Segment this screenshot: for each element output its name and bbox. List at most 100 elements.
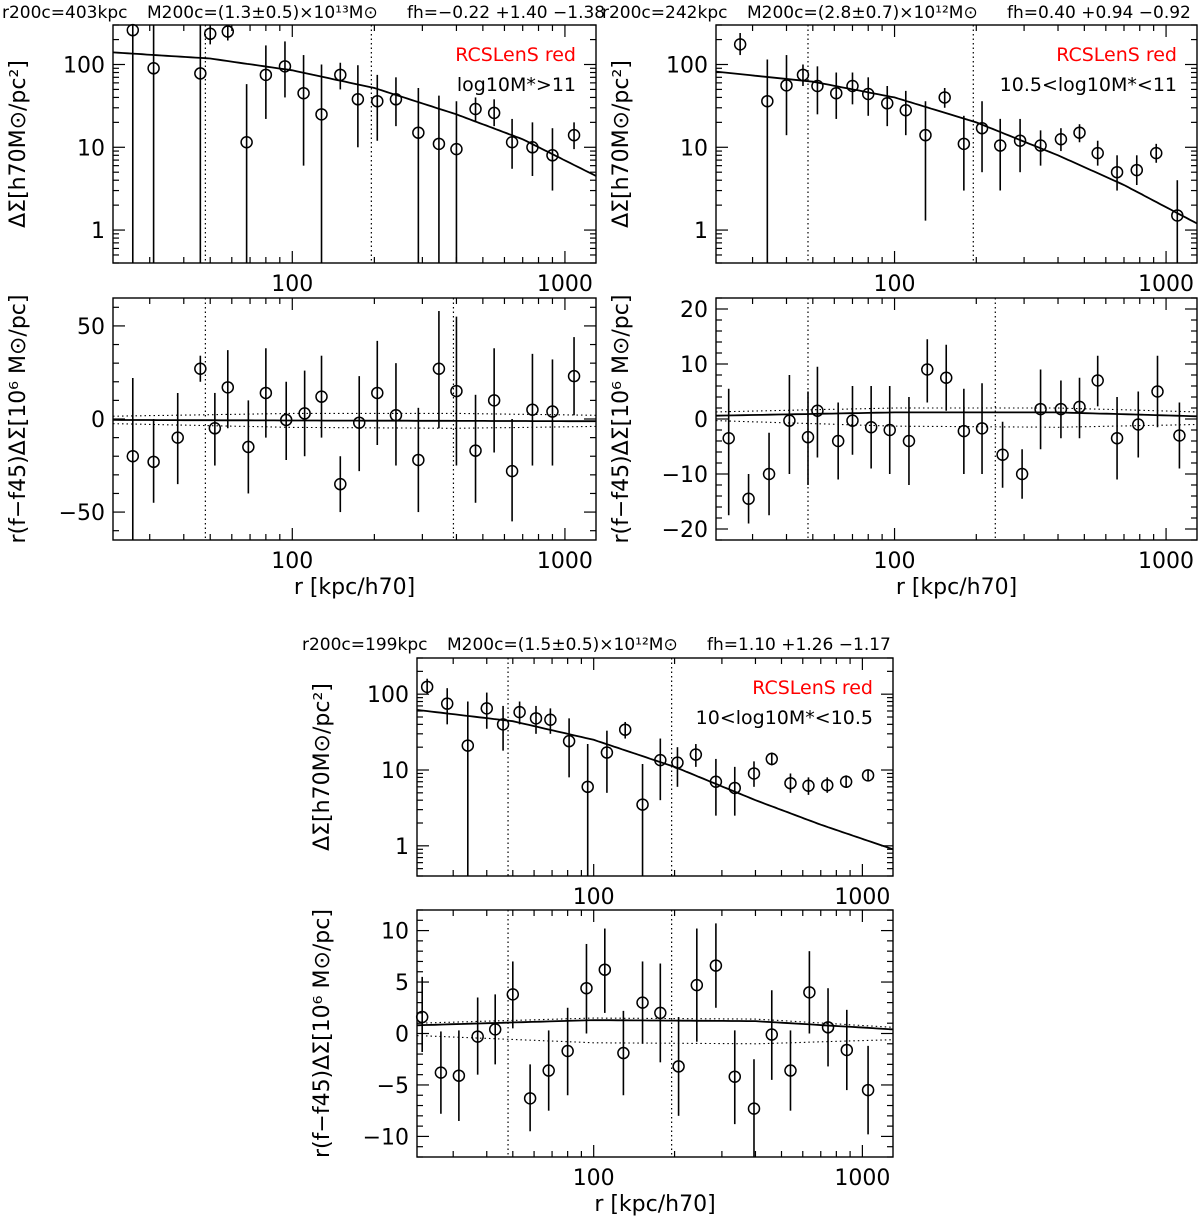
data-point	[600, 746, 614, 759]
data-point	[461, 739, 475, 752]
y-tick-label: 50	[77, 315, 105, 340]
data-point	[784, 776, 797, 790]
data-point	[880, 97, 894, 110]
data-point	[412, 126, 425, 139]
data-point	[803, 986, 816, 999]
x-tick-label: 100	[573, 1166, 615, 1191]
data-point	[617, 1046, 630, 1060]
survey-label: RCSLenS red	[1056, 44, 1177, 66]
survey-label: RCSLenS red	[455, 44, 576, 66]
data-point	[689, 748, 703, 761]
data-point	[654, 753, 667, 767]
data-point	[957, 137, 971, 151]
data-point	[1073, 400, 1086, 414]
data-point	[469, 444, 482, 457]
y-axis-label-bottom: r(f−f45)ΔΣ[10⁶ M⊙/pc]	[6, 295, 31, 544]
data-point	[747, 1102, 761, 1115]
data-point	[562, 734, 576, 748]
data-point	[371, 386, 384, 400]
data-point	[742, 492, 755, 505]
data-point	[820, 778, 834, 792]
data-point	[861, 769, 875, 782]
data-point	[450, 142, 463, 156]
y-tick-label: 1	[395, 835, 409, 860]
data-point	[1110, 432, 1124, 445]
data-point	[147, 455, 160, 469]
stellar-mass-bin-label: log10M*>11	[457, 74, 576, 96]
data-point	[1091, 146, 1104, 160]
data-point	[840, 1043, 854, 1057]
data-point	[598, 963, 612, 976]
data-point	[733, 38, 747, 51]
x-axis-label: r [kpc/h70]	[896, 575, 1017, 600]
data-point	[315, 390, 328, 403]
x-tick-label: 100	[874, 272, 916, 297]
x-tick-label: 1000	[834, 885, 890, 910]
data-point	[1034, 402, 1047, 416]
data-point	[259, 68, 273, 82]
data-point	[654, 1006, 667, 1020]
y-tick-label: 100	[367, 683, 409, 708]
data-point	[469, 102, 482, 116]
y-axis-label-top: ΔΣ[h70M⊙/pc²]	[6, 60, 31, 228]
top-plot-frame	[715, 24, 1198, 264]
data-point	[939, 371, 953, 384]
y-tick-label: 10	[680, 136, 708, 161]
data-point	[902, 434, 916, 448]
data-point	[506, 988, 520, 1001]
data-point	[1149, 146, 1163, 160]
data-point	[831, 434, 845, 448]
top-plot-frame	[112, 24, 597, 264]
y-tick-label: −50	[59, 501, 105, 526]
data-point	[452, 1069, 466, 1082]
data-point	[993, 139, 1007, 152]
data-point	[1173, 429, 1186, 442]
data-point	[1054, 402, 1068, 416]
y-tick-label: 100	[63, 53, 105, 78]
data-point	[567, 369, 581, 383]
data-point	[126, 449, 140, 463]
data-point	[762, 467, 776, 481]
data-point	[1073, 126, 1086, 139]
data-point	[278, 60, 292, 73]
y-tick-label: 10	[680, 353, 708, 378]
survey-label: RCSLenS red	[752, 677, 873, 699]
data-point	[671, 756, 684, 769]
data-point	[747, 767, 761, 780]
x-tick-label: 100	[874, 549, 916, 574]
data-point	[975, 121, 989, 135]
model-curve	[113, 51, 596, 177]
data-point	[883, 423, 896, 437]
data-point	[471, 1030, 484, 1043]
data-point	[830, 86, 843, 100]
data-point	[1132, 418, 1145, 431]
y-axis-label-top: ΔΣ[h70M⊙/pc²]	[609, 60, 634, 228]
data-point	[580, 981, 593, 995]
data-point	[728, 781, 742, 795]
data-point	[351, 93, 365, 106]
data-point	[297, 86, 310, 100]
data-point	[1171, 209, 1184, 222]
data-point	[1151, 385, 1164, 398]
data-point	[722, 432, 735, 445]
data-point	[352, 416, 366, 429]
data-point	[996, 448, 1009, 461]
data-point	[513, 705, 526, 719]
data-point	[1054, 133, 1068, 146]
data-point	[801, 430, 815, 444]
data-point	[221, 381, 235, 394]
data-point	[709, 959, 723, 972]
stellar-mass-bin-label: 10<log10M*<10.5	[696, 707, 873, 729]
data-point	[761, 94, 774, 108]
data-point	[811, 79, 824, 93]
model-curve	[113, 419, 596, 423]
data-point	[171, 431, 184, 444]
model-curve	[417, 709, 893, 851]
m200c-label: M200c=(1.5±0.5)×10¹²M⊙	[447, 635, 678, 655]
data-point	[389, 409, 403, 422]
r200c-label: r200c=199kpc	[302, 635, 427, 655]
fh-label: fh=−0.22 +1.40 −1.38	[407, 3, 605, 23]
y-axis-label-bottom: r(f−f45)ΔΣ[10⁶ M⊙/pc]	[310, 909, 335, 1158]
y-tick-label: 1	[91, 219, 105, 244]
model-envelope-upper	[417, 1017, 893, 1028]
